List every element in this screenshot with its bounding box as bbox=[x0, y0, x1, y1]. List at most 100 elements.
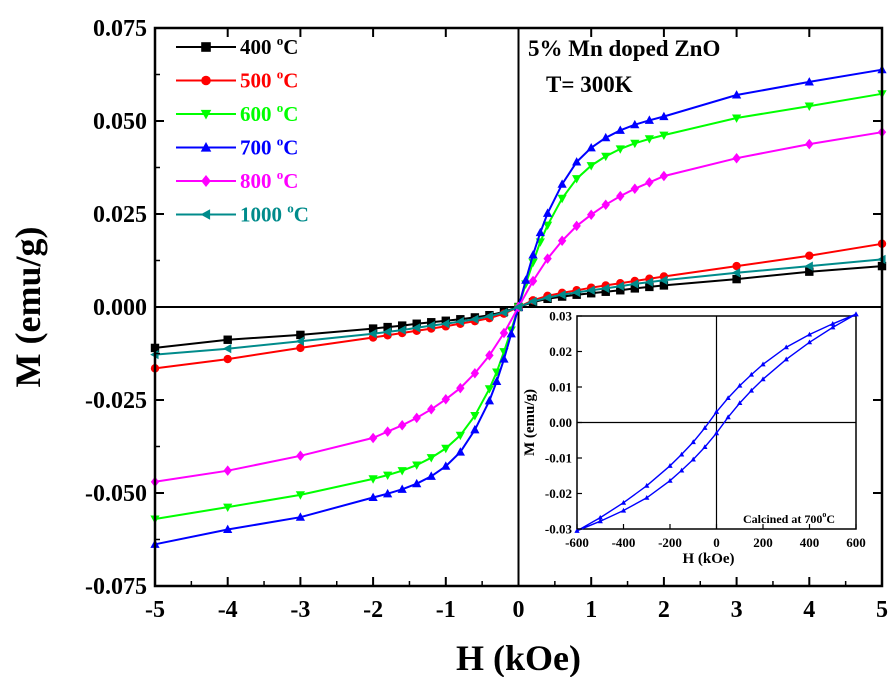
data-point bbox=[441, 394, 450, 405]
data-point bbox=[412, 412, 421, 424]
inset-x-tick-label: 0 bbox=[713, 535, 720, 550]
inset-data-point bbox=[620, 507, 627, 513]
data-point bbox=[383, 471, 393, 480]
annotations: 5% Mn doped ZnO T= 300K bbox=[528, 36, 720, 97]
legend-label: 700 oC bbox=[240, 134, 298, 160]
data-point bbox=[222, 344, 232, 354]
data-point bbox=[572, 157, 582, 166]
data-point bbox=[601, 287, 610, 296]
data-point bbox=[557, 235, 567, 247]
data-point bbox=[492, 368, 502, 377]
data-point bbox=[732, 274, 741, 284]
data-point bbox=[397, 484, 407, 493]
inset-data-point bbox=[690, 456, 696, 462]
data-point bbox=[732, 152, 741, 164]
inset-data-point bbox=[644, 495, 650, 500]
inset-data-point bbox=[830, 324, 836, 330]
inset-data-point bbox=[702, 425, 708, 430]
inset-data-point bbox=[620, 499, 627, 505]
data-point bbox=[543, 253, 552, 264]
data-point bbox=[644, 135, 654, 144]
y-tick-label: 0.000 bbox=[93, 295, 147, 321]
x-tick-label: 3 bbox=[731, 597, 743, 623]
inset-data-point bbox=[574, 528, 580, 533]
inset-y-tick-label: -0.02 bbox=[545, 486, 572, 501]
data-point bbox=[732, 261, 741, 271]
data-point bbox=[587, 209, 596, 220]
inset-data-point bbox=[644, 482, 650, 488]
data-point bbox=[659, 131, 669, 140]
data-point bbox=[528, 296, 537, 307]
inset-y-tick-label: -0.03 bbox=[545, 522, 573, 537]
legend-item: 600 oC bbox=[176, 100, 298, 126]
x-tick-label: -2 bbox=[363, 597, 383, 623]
data-point bbox=[557, 290, 566, 300]
data-point bbox=[412, 461, 422, 470]
inset-data-point bbox=[760, 376, 766, 382]
data-point bbox=[492, 376, 502, 385]
inset-data-point bbox=[678, 451, 685, 457]
inset-data-point bbox=[702, 444, 708, 450]
inset-data-point bbox=[806, 331, 813, 337]
inset-plot: -600 -400 -200 0 200 400 600 -0.03 -0.02 -0.01 0.0… bbox=[522, 309, 866, 568]
data-point bbox=[586, 285, 595, 295]
data-point bbox=[485, 350, 494, 361]
legend-marker bbox=[200, 209, 211, 220]
data-point bbox=[600, 283, 610, 294]
data-point bbox=[615, 281, 624, 291]
data-point bbox=[616, 190, 625, 202]
temperature-annotation: T= 300K bbox=[546, 72, 633, 97]
data-point bbox=[630, 284, 640, 293]
x-tick-label: -5 bbox=[145, 597, 165, 623]
data-point bbox=[383, 322, 392, 332]
data-point bbox=[441, 461, 451, 470]
data-point bbox=[535, 227, 545, 237]
data-point bbox=[441, 444, 451, 454]
legend-label: 1000 oC bbox=[240, 201, 309, 227]
data-point bbox=[805, 138, 814, 150]
inset-x-tick-label: -600 bbox=[565, 535, 589, 550]
y-axis-title: M (emu/g) bbox=[8, 227, 48, 388]
data-point bbox=[368, 492, 378, 502]
inset-data-point bbox=[713, 409, 720, 414]
inset-x-axis-title: H (kOe) bbox=[682, 551, 734, 567]
legend-item: 800 oC bbox=[176, 167, 298, 193]
x-axis-title: H (kOe) bbox=[456, 638, 581, 677]
legend: 400 oC 500 oC 600 oC 700 oC 800 oC 1000 oC bbox=[176, 33, 309, 227]
inset-data-point bbox=[737, 382, 743, 388]
legend-marker bbox=[201, 75, 211, 86]
main-plot: -5 -4 -3 -2 -1 0 1 2 3 4 5-0.075-0.050-0.0250.0000… bbox=[85, 16, 888, 623]
data-point bbox=[412, 478, 422, 488]
data-point bbox=[601, 132, 611, 142]
y-tick-label: 0.025 bbox=[93, 202, 147, 228]
data-point bbox=[542, 208, 553, 217]
data-point bbox=[296, 343, 305, 353]
inset-data-point bbox=[760, 361, 766, 367]
data-point bbox=[411, 323, 421, 333]
data-point bbox=[455, 447, 465, 456]
y-tick-label: -0.050 bbox=[85, 481, 147, 507]
data-point bbox=[368, 329, 377, 339]
inset-data-point bbox=[783, 344, 789, 350]
legend-marker bbox=[201, 175, 211, 187]
data-point bbox=[499, 307, 508, 318]
inset-y-tick-label: 0.03 bbox=[549, 309, 572, 324]
y-tick-label: 0.075 bbox=[93, 16, 147, 42]
data-point bbox=[296, 330, 305, 340]
legend-item: 700 oC bbox=[176, 134, 298, 160]
data-point bbox=[427, 318, 436, 327]
data-point bbox=[223, 354, 232, 364]
data-point bbox=[470, 424, 480, 434]
x-tick-label: -1 bbox=[436, 597, 456, 623]
legend-label: 800 oC bbox=[240, 167, 298, 193]
legend-marker bbox=[200, 109, 212, 120]
data-point bbox=[804, 261, 813, 271]
sample-annotation: 5% Mn doped ZnO bbox=[528, 36, 720, 61]
x-tick-label: 2 bbox=[658, 597, 670, 623]
data-point bbox=[470, 412, 480, 421]
data-point bbox=[659, 281, 669, 290]
inset-y-axis-title: M (emu/g) bbox=[522, 389, 538, 456]
data-point bbox=[427, 404, 436, 415]
data-point bbox=[557, 194, 567, 204]
legend-item: 400 oC bbox=[176, 33, 298, 59]
